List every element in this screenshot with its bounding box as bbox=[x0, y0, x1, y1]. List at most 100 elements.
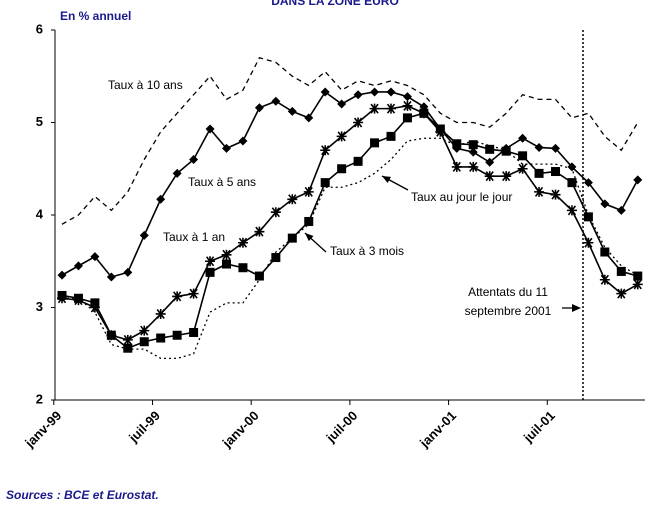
marker bbox=[89, 302, 100, 313]
marker bbox=[484, 171, 495, 182]
marker bbox=[172, 330, 182, 340]
marker bbox=[155, 308, 166, 319]
x-tick-label: juil-99 bbox=[125, 408, 163, 446]
marker bbox=[57, 270, 67, 280]
marker bbox=[600, 199, 610, 209]
marker bbox=[468, 140, 478, 150]
marker bbox=[435, 124, 445, 134]
marker bbox=[518, 151, 528, 161]
x-tick-label: janv-00 bbox=[219, 408, 262, 451]
marker bbox=[106, 330, 116, 340]
marker bbox=[550, 189, 561, 200]
marker bbox=[402, 113, 412, 123]
marker bbox=[632, 279, 643, 290]
marker bbox=[287, 194, 298, 205]
marker bbox=[57, 290, 67, 300]
marker bbox=[567, 178, 577, 188]
marker bbox=[205, 267, 215, 277]
marker bbox=[320, 145, 331, 156]
marker bbox=[616, 205, 626, 215]
y-tick-label: 4 bbox=[36, 206, 44, 221]
marker bbox=[583, 212, 593, 222]
marker bbox=[370, 87, 380, 97]
marker bbox=[304, 113, 314, 123]
marker bbox=[419, 108, 429, 118]
marker bbox=[583, 178, 593, 188]
marker bbox=[222, 259, 231, 269]
marker bbox=[551, 143, 560, 153]
series-label: Taux à 1 an bbox=[163, 230, 225, 244]
marker bbox=[534, 168, 544, 178]
marker bbox=[271, 253, 281, 263]
series-line bbox=[61, 56, 639, 225]
series bbox=[61, 56, 639, 225]
annotation: septembre 2001 bbox=[465, 304, 552, 318]
series-label: Taux au jour le jour bbox=[411, 190, 512, 204]
marker bbox=[172, 168, 182, 178]
x-tick-label: janv-01 bbox=[416, 408, 459, 451]
marker bbox=[402, 100, 413, 111]
marker bbox=[139, 230, 149, 240]
marker bbox=[353, 90, 363, 100]
marker bbox=[90, 298, 100, 308]
marker bbox=[287, 233, 297, 243]
marker bbox=[583, 237, 594, 248]
marker bbox=[270, 207, 281, 218]
series bbox=[57, 87, 643, 282]
marker bbox=[517, 163, 528, 174]
x-tick-label: juil-01 bbox=[520, 408, 558, 446]
marker bbox=[303, 186, 314, 197]
marker bbox=[73, 261, 83, 271]
marker bbox=[139, 325, 150, 336]
source: Sources : BCE et Eurostat. bbox=[6, 488, 159, 502]
arrow-head bbox=[382, 176, 391, 184]
x-tick-label: janv-99 bbox=[21, 408, 64, 451]
marker bbox=[189, 155, 199, 164]
series-line bbox=[61, 105, 639, 341]
series bbox=[57, 108, 643, 353]
y-tick-label: 6 bbox=[36, 21, 43, 36]
marker bbox=[123, 267, 133, 277]
marker bbox=[238, 136, 248, 146]
marker bbox=[386, 87, 396, 97]
arrow-head bbox=[305, 233, 314, 242]
marker bbox=[501, 146, 511, 156]
marker bbox=[616, 288, 627, 299]
marker bbox=[90, 252, 100, 262]
marker bbox=[369, 103, 380, 114]
marker bbox=[172, 291, 183, 302]
marker bbox=[534, 186, 545, 197]
marker bbox=[353, 156, 363, 166]
marker bbox=[221, 249, 232, 260]
marker bbox=[188, 288, 199, 299]
marker bbox=[336, 131, 347, 142]
marker bbox=[451, 161, 462, 172]
marker bbox=[205, 256, 216, 267]
marker bbox=[452, 139, 462, 149]
marker bbox=[468, 161, 479, 172]
series bbox=[57, 100, 643, 345]
marker bbox=[616, 266, 626, 276]
series-line bbox=[62, 137, 639, 360]
series-label: Taux à 10 ans bbox=[108, 78, 183, 92]
marker bbox=[551, 167, 560, 177]
marker bbox=[633, 175, 643, 185]
marker bbox=[534, 142, 544, 152]
marker bbox=[402, 92, 412, 102]
marker bbox=[304, 216, 314, 226]
marker bbox=[600, 247, 610, 257]
marker bbox=[271, 96, 281, 106]
marker bbox=[599, 274, 610, 285]
annotation: Attentats du 11 bbox=[468, 285, 548, 299]
marker bbox=[566, 205, 577, 216]
series-label: Taux à 3 mois bbox=[330, 244, 404, 258]
marker bbox=[485, 144, 495, 154]
marker bbox=[633, 271, 643, 281]
arrow-head bbox=[572, 304, 581, 312]
marker bbox=[320, 87, 330, 97]
marker bbox=[337, 99, 347, 109]
y-tick-label: 5 bbox=[36, 114, 43, 129]
marker bbox=[222, 143, 231, 153]
